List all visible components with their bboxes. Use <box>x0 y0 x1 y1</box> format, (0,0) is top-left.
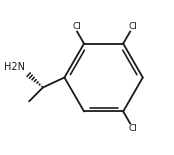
Text: H2N: H2N <box>4 62 25 72</box>
Text: Cl: Cl <box>129 22 137 31</box>
Text: Cl: Cl <box>129 124 137 133</box>
Text: Cl: Cl <box>73 22 82 31</box>
